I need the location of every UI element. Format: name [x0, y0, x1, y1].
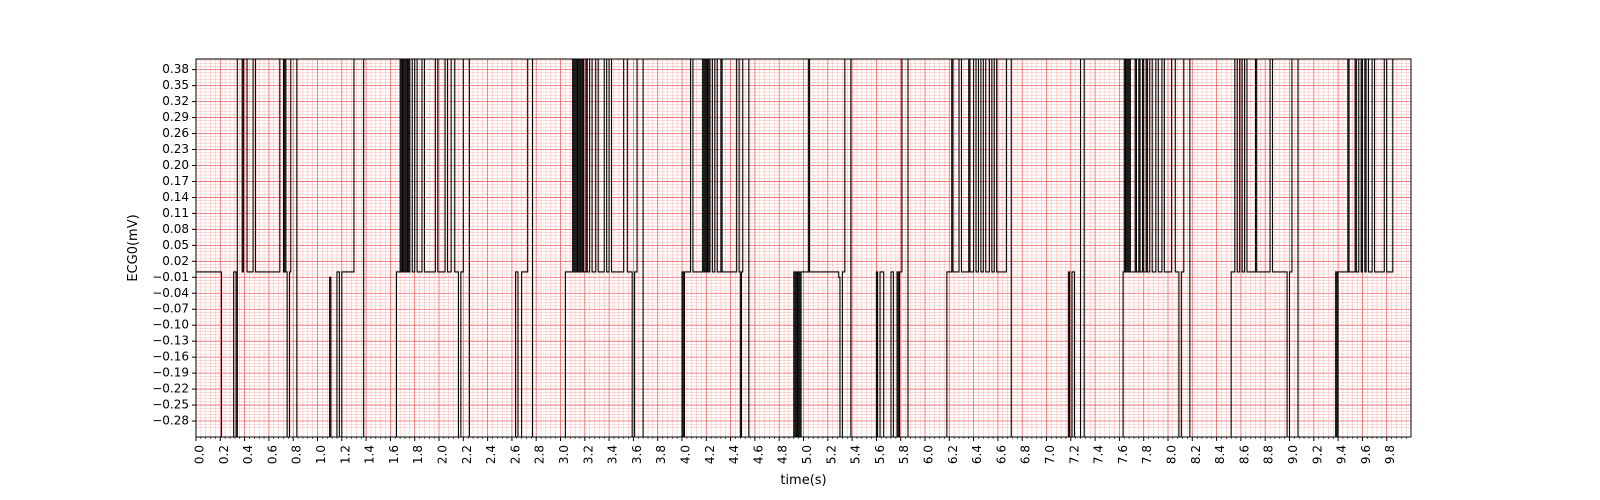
- x-tick-label: 3.8: [654, 445, 668, 464]
- y-tick-label: −0.19: [152, 366, 189, 380]
- x-tick-label: 4.8: [776, 445, 790, 464]
- y-tick-label: 0.38: [162, 62, 189, 76]
- y-tick-label: −0.22: [152, 382, 189, 396]
- y-tick-label: −0.13: [152, 334, 189, 348]
- x-tick-label: 4.2: [703, 445, 717, 464]
- x-tick-label: 9.0: [1286, 445, 1300, 464]
- y-tick-label: 0.05: [162, 238, 189, 252]
- ecg-trace-line-0: [196, 58, 1397, 438]
- x-tick-label: 3.2: [581, 445, 595, 464]
- y-tick-label: 0.20: [162, 158, 189, 172]
- x-tick-label: 6.4: [970, 445, 984, 464]
- x-tick-label: 4.4: [727, 445, 741, 464]
- x-tick-label: 4.0: [679, 445, 693, 464]
- x-tick-label: 8.4: [1213, 445, 1227, 464]
- x-tick-label: 5.4: [849, 445, 863, 464]
- x-tick-label: 2.6: [508, 445, 522, 464]
- x-tick-label: 1.0: [314, 445, 328, 464]
- major-grid: [195, 59, 1412, 437]
- x-tick-label: 3.0: [557, 445, 571, 464]
- x-tick-label: 5.6: [873, 445, 887, 464]
- x-tick-label: 1.2: [338, 445, 352, 464]
- y-tick-label: 0.23: [162, 142, 189, 156]
- x-tick-label: 8.8: [1262, 445, 1276, 464]
- x-tick-label: 2.2: [460, 445, 474, 464]
- x-tick-label: 5.8: [897, 445, 911, 464]
- y-tick-label: −0.25: [152, 398, 189, 412]
- x-tick-label: 7.2: [1067, 445, 1081, 464]
- x-tick-label: 6.6: [994, 445, 1008, 464]
- y-tick-label: 0.35: [162, 78, 189, 92]
- y-tick-label: 0.11: [162, 206, 189, 220]
- x-tick-label: 9.8: [1383, 445, 1397, 464]
- x-tick-label: 0.8: [290, 445, 304, 464]
- x-tick-label: 7.4: [1092, 445, 1106, 464]
- y-tick-label: −0.28: [152, 414, 189, 428]
- x-tick-label: 1.8: [411, 445, 425, 464]
- trace-layer: [196, 58, 1397, 438]
- x-tick-label: 7.6: [1116, 445, 1130, 464]
- x-tick-label: 6.0: [922, 445, 936, 464]
- y-tick-label: 0.08: [162, 222, 189, 236]
- x-tick-label: 3.4: [606, 445, 620, 464]
- y-axis-label: ECG0(mV): [126, 214, 141, 281]
- x-tick-label: 0.2: [217, 445, 231, 464]
- x-tick-label: 1.4: [363, 445, 377, 464]
- x-tick-label: 9.4: [1335, 445, 1349, 464]
- x-tick-label: 0.4: [241, 445, 255, 464]
- y-tick-label: −0.10: [152, 318, 189, 332]
- x-tick-label: 2.0: [436, 445, 450, 464]
- y-tick-label: −0.07: [152, 302, 189, 316]
- y-tick-label: −0.04: [152, 286, 189, 300]
- y-axis-ticks: 0.38 0.35 0.32 0.29 0.26 0.23 0.20 0.17 0.14 0.11…: [152, 62, 196, 428]
- x-tick-label: 9.2: [1310, 445, 1324, 464]
- x-tick-label: 0.6: [265, 445, 279, 464]
- x-tick-label: 5.0: [800, 445, 814, 464]
- x-tick-label: 2.4: [484, 445, 498, 464]
- x-tick-label: 0.0: [193, 445, 207, 464]
- x-tick-label: 8.0: [1165, 445, 1179, 464]
- x-tick-label: 7.0: [1043, 445, 1057, 464]
- y-tick-label: 0.17: [162, 174, 189, 188]
- y-tick-label: 0.02: [162, 254, 189, 268]
- y-tick-label: −0.16: [152, 350, 189, 364]
- x-axis-label: time(s): [780, 473, 826, 488]
- x-tick-label: 4.6: [751, 445, 765, 464]
- x-tick-label: 1.6: [387, 445, 401, 464]
- x-tick-label: 9.6: [1359, 445, 1373, 464]
- x-tick-label: 8.2: [1189, 445, 1203, 464]
- x-tick-label: 7.8: [1140, 445, 1154, 464]
- x-tick-label: 5.2: [824, 445, 838, 464]
- y-tick-label: 0.14: [162, 190, 189, 204]
- x-tick-label: 2.8: [533, 445, 547, 464]
- y-tick-label: 0.26: [162, 126, 189, 140]
- y-tick-label: −0.01: [152, 270, 189, 284]
- y-tick-label: 0.29: [162, 110, 189, 124]
- x-tick-label: 8.6: [1237, 445, 1251, 464]
- x-tick-label: 6.8: [1019, 445, 1033, 464]
- x-axis-ticks: 0.0 0.2 0.4 0.6 0.8 1.0 1.2 1.4 1.6 1.8 2.0 2.2 2.4 2…: [193, 437, 1407, 464]
- x-tick-label: 6.2: [946, 445, 960, 464]
- x-tick-label: 3.6: [630, 445, 644, 464]
- y-tick-label: 0.32: [162, 94, 189, 108]
